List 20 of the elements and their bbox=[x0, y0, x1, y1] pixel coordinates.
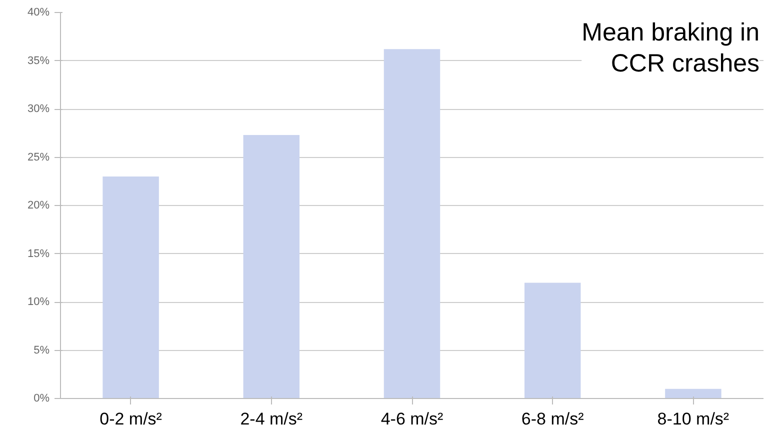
y-tick-label: 0% bbox=[34, 392, 50, 404]
bar bbox=[384, 49, 440, 398]
x-tick-label: 2-4 m/s² bbox=[240, 410, 303, 428]
y-tick-label: 20% bbox=[27, 200, 50, 212]
y-tick-label: 25% bbox=[27, 151, 50, 164]
x-tick-label: 0-2 m/s² bbox=[100, 410, 162, 428]
y-tick-label: 10% bbox=[27, 296, 50, 308]
bar bbox=[102, 176, 159, 398]
x-tick-label: 6-8 m/s² bbox=[521, 410, 584, 428]
bar bbox=[243, 135, 300, 398]
y-tick-label: 15% bbox=[27, 248, 50, 260]
x-tick-label: 4-6 m/s² bbox=[380, 410, 444, 428]
bar bbox=[524, 282, 581, 398]
x-tick-label: 8-10 m/s² bbox=[657, 410, 730, 428]
bar bbox=[665, 388, 722, 398]
y-tick-label: 5% bbox=[34, 344, 50, 356]
y-tick-label: 35% bbox=[27, 54, 50, 67]
y-tick-label: 30% bbox=[27, 103, 50, 115]
text: Mean braking in CCR crashes bbox=[582, 18, 760, 78]
y-tick-label: 40% bbox=[27, 6, 50, 18]
